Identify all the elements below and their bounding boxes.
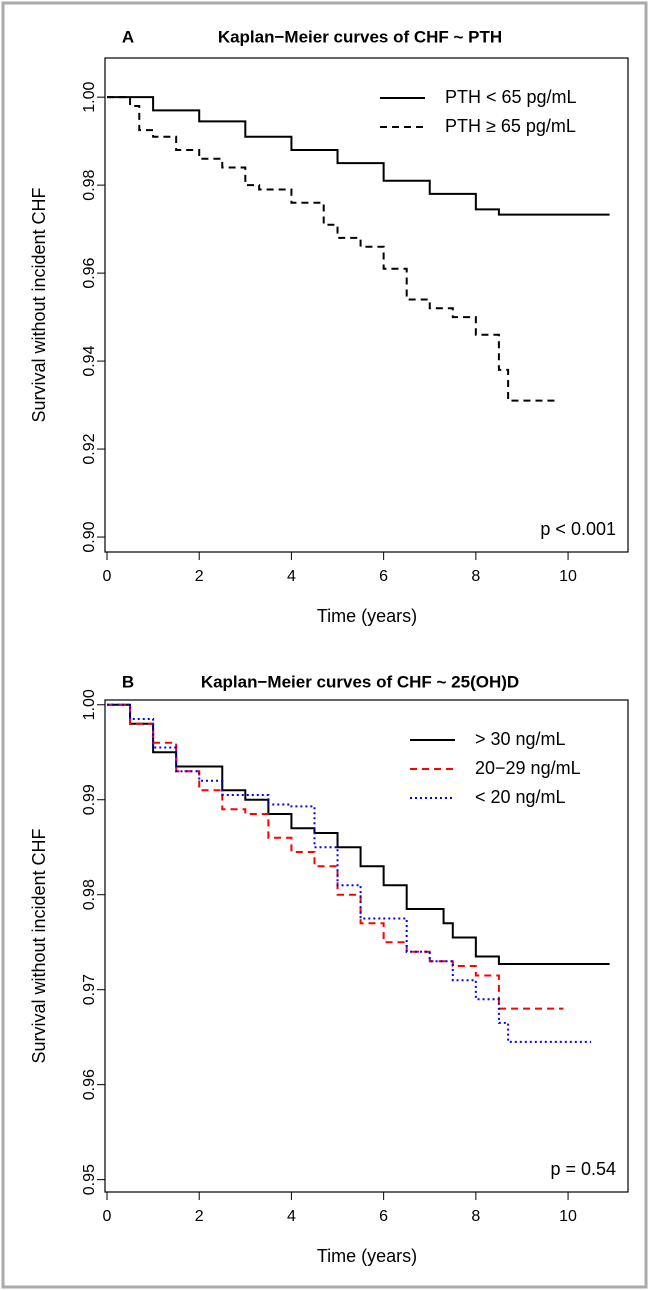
- y-tick-label: 0.90: [81, 521, 98, 552]
- panel-label: B: [122, 672, 134, 691]
- survival-curve: [107, 703, 592, 1043]
- x-axis-label: Time (years): [317, 606, 417, 626]
- plot-box: [104, 699, 629, 1193]
- y-tick-label: 0.98: [81, 169, 98, 200]
- legend-label: 20−29 ng/mL: [475, 758, 581, 778]
- y-tick-label: 0.95: [81, 1164, 98, 1195]
- y-tick-label: 0.96: [81, 257, 98, 288]
- y-tick-label: 1.00: [81, 81, 98, 112]
- legend-label: > 30 ng/mL: [475, 729, 566, 749]
- x-tick-label: 10: [559, 568, 577, 585]
- survival-curve: [107, 703, 564, 1010]
- x-tick-label: 10: [559, 1208, 577, 1225]
- plot-box: [104, 57, 629, 553]
- x-tick-label: 6: [379, 1208, 388, 1225]
- y-tick-label: 0.96: [81, 1069, 98, 1100]
- x-tick-label: 0: [103, 1208, 112, 1225]
- x-tick-label: 8: [471, 1208, 480, 1225]
- x-axis-label: Time (years): [317, 1246, 417, 1266]
- x-tick-label: 0: [103, 568, 112, 585]
- y-tick-label: 0.99: [81, 784, 98, 815]
- y-tick-label: 0.97: [81, 974, 98, 1005]
- legend-label: < 20 ng/mL: [475, 787, 566, 807]
- x-tick-label: 4: [287, 1208, 296, 1225]
- legend-label: PTH ≥ 65 pg/mL: [445, 116, 576, 136]
- y-tick-label: 0.92: [81, 433, 98, 464]
- y-axis-label: Survival without incident CHF: [29, 187, 49, 422]
- y-tick-label: 0.98: [81, 879, 98, 910]
- annotation: p < 0.001: [540, 519, 616, 539]
- x-tick-label: 4: [287, 568, 296, 585]
- chart-title: Kaplan−Meier curves of CHF ~ 25(OH)D: [201, 672, 519, 691]
- legend-label: PTH < 65 pg/mL: [445, 87, 577, 107]
- annotation: p = 0.54: [550, 1159, 616, 1179]
- y-tick-label: 1.00: [81, 689, 98, 720]
- y-tick-label: 0.94: [81, 345, 98, 376]
- panel-label: A: [122, 27, 134, 46]
- x-tick-label: 8: [471, 568, 480, 585]
- survival-curve: [107, 96, 559, 402]
- x-tick-label: 2: [195, 568, 204, 585]
- x-tick-label: 2: [195, 1208, 204, 1225]
- chart-title: Kaplan−Meier curves of CHF ~ PTH: [218, 27, 502, 46]
- y-axis-label: Survival without incident CHF: [29, 828, 49, 1063]
- survival-curve: [107, 703, 610, 966]
- x-tick-label: 6: [379, 568, 388, 585]
- survival-curve: [107, 96, 610, 216]
